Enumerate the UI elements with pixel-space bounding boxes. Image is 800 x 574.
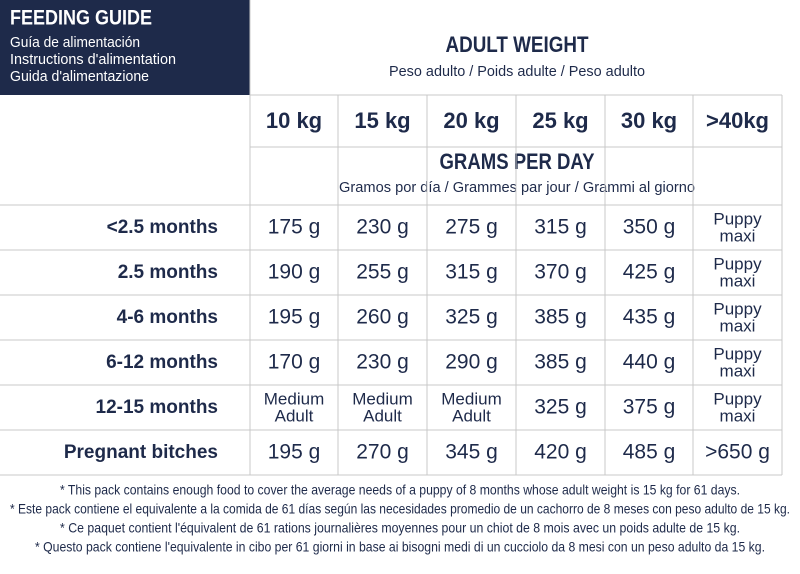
cell-text: 440 g [623, 351, 676, 374]
cell-text: 255 g [356, 261, 409, 284]
cell-text: 350 g [623, 216, 676, 239]
header-title: FEEDING GUIDE [10, 7, 152, 30]
cell-text: 485 g [623, 441, 676, 464]
header-subtitle: Instructions d'alimentation [10, 51, 176, 68]
adult-weight-subtitle: Peso adulto / Poids adulte / Peso adulto [389, 63, 645, 80]
footnote: * This pack contains enough food to cove… [60, 482, 740, 498]
cell-text: 270 g [356, 441, 409, 464]
weight-header: 20 kg [443, 108, 499, 133]
cell-text: 385 g [534, 351, 587, 374]
cell-text: Puppy [713, 299, 762, 318]
cell-text: 385 g [534, 306, 587, 329]
footnote: * Ce paquet contient l'équivalent de 61 … [60, 520, 740, 536]
cell-text: Puppy [713, 389, 762, 408]
cell-text: Medium [264, 389, 324, 408]
adult-weight-title: ADULT WEIGHT [446, 32, 589, 57]
cell-text: Puppy [713, 209, 762, 228]
cell-text: 190 g [268, 261, 321, 284]
weight-header: 25 kg [532, 108, 588, 133]
cell-text: Medium [352, 389, 412, 408]
cell-text: 325 g [534, 396, 587, 419]
cell-text: 230 g [356, 351, 409, 374]
weight-header: 10 kg [266, 108, 322, 133]
grams-subtitle: Gramos por día / Grammes par jour / Gram… [339, 179, 695, 196]
weight-header: 15 kg [354, 108, 410, 133]
cell-text: 345 g [445, 441, 498, 464]
footnote: * Este pack contiene el equivalente a la… [10, 501, 790, 517]
cell-text: maxi [720, 271, 756, 290]
cell-text: 420 g [534, 441, 587, 464]
cell-text: 370 g [534, 261, 587, 284]
cell-text: 170 g [268, 351, 321, 374]
cell-text: 195 g [268, 441, 321, 464]
cell-text: 230 g [356, 216, 409, 239]
cell-text: Puppy [713, 254, 762, 273]
cell-text: Adult [452, 406, 491, 425]
cell-text: Medium [441, 389, 501, 408]
header-subtitle: Guida d'alimentazione [10, 68, 149, 85]
cell-text: 325 g [445, 306, 498, 329]
cell-text: maxi [720, 316, 756, 335]
cell-text: Puppy [713, 344, 762, 363]
cell-text: 275 g [445, 216, 498, 239]
cell-text: 260 g [356, 306, 409, 329]
cell-text: maxi [720, 406, 756, 425]
cell-text: 425 g [623, 261, 676, 284]
weight-header: 30 kg [621, 108, 677, 133]
row-label: Pregnant bitches [64, 442, 218, 463]
weight-header: >40kg [706, 108, 769, 133]
footnote: * Questo pack contiene l'equivalente in … [35, 539, 765, 555]
row-label: 4-6 months [117, 307, 218, 328]
row-label: 2.5 months [118, 262, 218, 283]
cell-text: Adult [275, 406, 314, 425]
cell-text: 315 g [445, 261, 498, 284]
cell-text: maxi [720, 226, 756, 245]
row-label: 6-12 months [106, 352, 218, 373]
row-label: 12-15 months [96, 397, 218, 418]
cell-text: Adult [363, 406, 402, 425]
cell-text: 375 g [623, 396, 676, 419]
cell-text: 435 g [623, 306, 676, 329]
row-label: <2.5 months [107, 217, 218, 238]
cell-text: 315 g [534, 216, 587, 239]
cell-text: >650 g [705, 441, 770, 464]
cell-text: maxi [720, 361, 756, 380]
grams-title: GRAMS PER DAY [440, 149, 595, 174]
cell-text: 290 g [445, 351, 498, 374]
cell-text: 195 g [268, 306, 321, 329]
cell-text: 175 g [268, 216, 321, 239]
header-box [0, 0, 250, 95]
header-subtitle: Guía de alimentación [10, 34, 140, 51]
